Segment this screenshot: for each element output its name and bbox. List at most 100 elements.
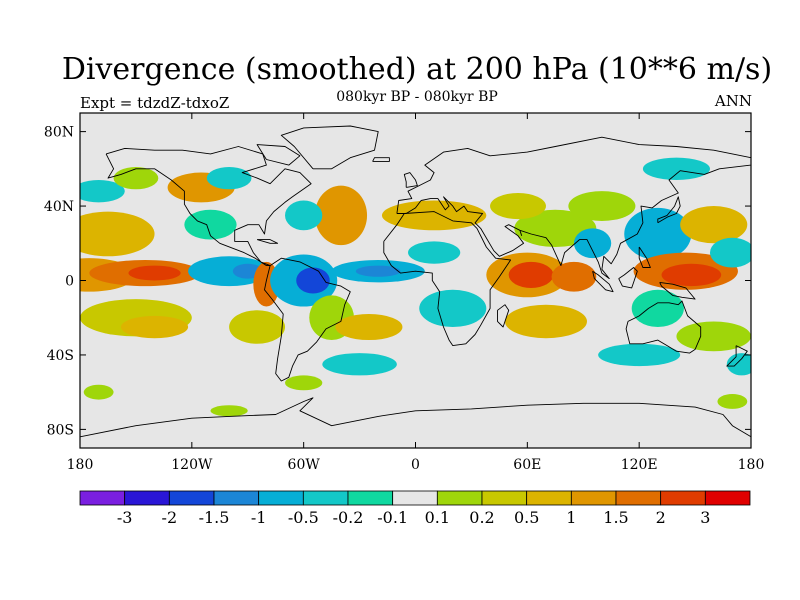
field-blob [676,321,751,352]
lon-tick-label: 0 [411,457,420,473]
field-blob [355,265,401,277]
coastline-baffin [256,144,301,166]
field-blob [335,314,403,341]
coastline-africa [383,211,512,347]
season-label: ANN [714,92,752,110]
field-blob [80,180,125,203]
colorbar-label: 2 [656,508,666,527]
field-blob [598,343,681,367]
field-blob [631,289,684,328]
field-blob [568,191,636,221]
period-subtitle: 080kyr BP - 080kyr BP [336,89,498,105]
colorbar-label: -2 [162,508,178,527]
field-blob [113,166,159,190]
colorbar-swatch [347,490,394,506]
field-blob [726,353,751,376]
field-blob [314,185,368,246]
field-blob [408,241,461,264]
field-blob [285,200,323,231]
colorbar-swatch [392,490,438,506]
field-blob [285,375,323,391]
field-blob [642,157,710,180]
lat-tick-label: 40N [44,199,74,215]
lat-tick-label: 0 [65,274,74,290]
field-blob [419,289,487,328]
coastline-arabian-sea-link [519,230,523,236]
colorbar-swatch [704,490,751,506]
field-blob [128,265,181,281]
colorbar-label: 1.5 [603,508,628,527]
colorbar-swatch [481,490,528,506]
field-blob [490,193,546,220]
colorbar-label: -1.5 [199,508,230,527]
colorbar-swatch [526,490,572,506]
divergence-field [80,157,751,417]
lat-tick-label: 40S [47,348,74,364]
field-blob [121,315,189,339]
coastline-japan [657,196,681,224]
colorbar-swatch [258,490,304,506]
coastline-sumatra [592,270,614,293]
field-blob [188,256,271,287]
field-blob [296,267,330,294]
coastline-australia [625,300,702,354]
colorbar-swatch [213,490,260,506]
field-blob [508,261,554,288]
coastlines [80,125,751,438]
field-blob [80,211,155,257]
field-blob [573,228,612,259]
plot-title: Divergence (smoothed) at 200 hPa (10**6 … [61,52,773,87]
experiment-label: Expt = tdzdZ-tdxoZ [80,94,230,112]
colorbar-label: -3 [117,508,133,527]
field-blob [504,304,587,339]
colorbar-label: 0.2 [469,508,494,527]
colorbar-label: -0.2 [333,508,364,527]
field-blob [661,263,722,287]
coastline-greenland [280,125,379,170]
field-blob [206,166,252,190]
colorbar-label: 0.1 [425,508,450,527]
lon-tick-label: 120W [171,457,213,473]
field-blob [680,206,748,244]
lat-tick-label: 80S [47,422,74,438]
coastline-madagascar [497,304,510,328]
colorbar-swatch [124,490,170,506]
coastline-philippines [638,246,651,268]
colorbar-label: -0.1 [377,508,408,527]
colorbar-label: 0.5 [514,508,539,527]
field-blob [322,353,397,376]
lon-tick-label: 120E [621,457,658,473]
field-blob [717,394,748,409]
map-axes: 180 120W 60W 0 60E 120E 180 80N 40N 0 40S 80S [44,113,764,473]
coastline-new-zealand [726,345,748,367]
lat-tick-label: 80N [44,125,74,141]
coastline-eurasia [396,136,751,280]
field-blob [229,310,286,344]
coastline-cuba [256,239,279,244]
colorbar-swatch [615,490,662,506]
colorbar-label: 3 [700,508,710,527]
coastline-north-america [105,146,312,267]
coastline-new-guinea [659,281,696,300]
field-blob [210,405,248,417]
coastline-south-america [264,257,351,382]
colorbar-swatch [302,490,349,506]
colorbar-swatch [660,490,706,506]
field-blob [624,207,692,261]
colorbar-label: -0.5 [288,508,319,527]
field-blob [551,261,597,292]
lon-tick-label: 60E [513,457,541,473]
coastline-great-britain [403,172,418,188]
colorbar-swatch [79,490,126,506]
field-blob [83,384,114,400]
colorbar-label: -1 [251,508,267,527]
field-blob [710,237,751,268]
map-background [80,113,751,448]
coastline-antarctica [80,397,751,438]
colorbar-label: 1 [566,508,576,527]
coastline-borneo [618,267,638,289]
lon-tick-label: 180 [738,457,765,473]
field-blob [381,200,487,231]
coastline-iceland [372,157,390,162]
